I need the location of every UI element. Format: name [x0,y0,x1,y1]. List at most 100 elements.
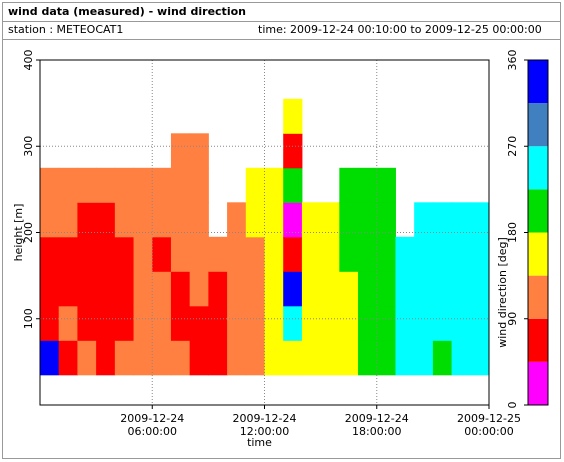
cell [376,271,396,307]
cell [133,271,153,307]
cell [470,305,490,341]
cell [58,236,78,272]
cell [432,340,453,376]
cell [358,167,378,203]
cell [189,271,209,307]
cell [77,305,97,341]
cell [227,202,247,238]
cell [114,271,135,307]
cell [189,202,209,238]
cell [470,340,490,376]
cell [245,305,265,341]
cell [152,236,172,272]
cell [208,340,228,376]
colorbar-label: wind direction [deg] [496,237,509,348]
x-tick-label: 2009-12-24 18:00:00 [344,412,409,438]
cell [40,202,60,238]
cell [58,305,78,341]
cell [301,236,322,272]
cell [283,133,303,169]
cell [339,236,359,272]
cell [114,305,135,341]
cell [339,202,359,238]
cell [432,236,453,272]
cell [451,305,471,341]
cell [376,202,396,238]
cell [245,202,265,238]
cell [320,202,340,238]
cell [320,236,340,272]
cell [208,271,228,307]
cell [40,236,60,272]
cell [301,271,322,307]
cell [358,305,378,341]
cell [170,271,191,307]
cell [170,340,191,376]
y-tick-label: 100 [22,308,35,329]
cell [152,305,172,341]
cell [339,167,359,203]
cell [432,271,453,307]
cell [77,340,97,376]
station: station : METEOCAT1 [8,23,123,36]
cell [77,202,97,238]
cell [339,271,359,307]
cell [170,305,191,341]
cell [283,305,303,341]
cell [395,305,415,341]
cell [227,340,247,376]
cell [189,167,209,203]
cell [96,305,116,341]
y-axis-label: height [m] [12,204,25,262]
cell [470,202,490,238]
cell [264,340,284,376]
x-tick-label: 2009-12-24 12:00:00 [232,412,297,438]
cell [77,236,97,272]
cell [470,271,490,307]
cell [283,202,303,238]
cell [96,340,116,376]
cell [227,236,247,272]
cell [189,340,209,376]
colorbar-swatch [528,103,548,147]
cell [77,167,97,203]
cell [358,202,378,238]
cell [245,167,265,203]
cell [414,236,434,272]
cell [358,340,378,376]
cell [133,305,153,341]
cell [264,236,284,272]
cell [301,305,322,341]
cell [114,236,135,272]
cell [339,340,359,376]
cell [395,340,415,376]
cell [152,271,172,307]
cell [133,167,153,203]
cell [152,340,172,376]
cell [414,271,434,307]
cell [189,236,209,272]
plot-border [39,59,490,406]
cell [208,305,228,341]
colorbar-swatch [528,318,548,362]
cell [414,340,434,376]
cell [170,236,191,272]
cell [208,236,228,272]
cell [96,271,116,307]
cell [395,271,415,307]
cell [227,305,247,341]
colorbar-swatch [528,189,548,233]
colorbar-swatch [528,361,548,405]
cell [58,167,78,203]
colorbar-swatch [528,232,548,276]
cell [414,202,434,238]
cell [245,340,265,376]
cell [58,202,78,238]
colorbar-tick-label: 360 [506,50,519,71]
cell [376,305,396,341]
colorbar-tick-label: 90 [506,312,519,326]
cell [283,167,303,203]
y-tick-label: 200 [22,222,35,243]
cell [283,236,303,272]
